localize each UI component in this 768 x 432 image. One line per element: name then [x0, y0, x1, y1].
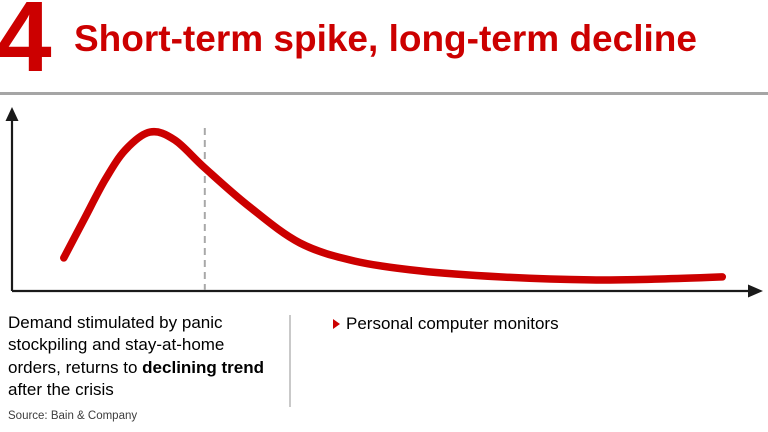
left-annotation-pre: Demand stimulated by panic stockpiling a… — [8, 313, 225, 377]
vertical-divider — [289, 315, 291, 407]
slide-number: 4 — [0, 0, 52, 93]
legend-item-label: Personal computer monitors — [346, 314, 559, 333]
header-divider — [0, 92, 768, 95]
source-note: Source: Bain & Company — [8, 410, 138, 422]
page-title: Short-term spike, long-term decline — [74, 18, 697, 59]
legend-item: Personal computer monitors — [333, 313, 559, 335]
left-annotation-post: after the crisis — [8, 380, 114, 400]
demand-curve — [60, 127, 727, 284]
left-annotation-bold: declining trend — [142, 357, 265, 377]
x-axis-arrow-icon — [748, 284, 763, 298]
bullet-arrow-icon — [333, 319, 340, 329]
left-annotation: Demand stimulated by panic stockpiling a… — [8, 312, 274, 402]
y-axis-arrow-icon — [5, 107, 19, 121]
